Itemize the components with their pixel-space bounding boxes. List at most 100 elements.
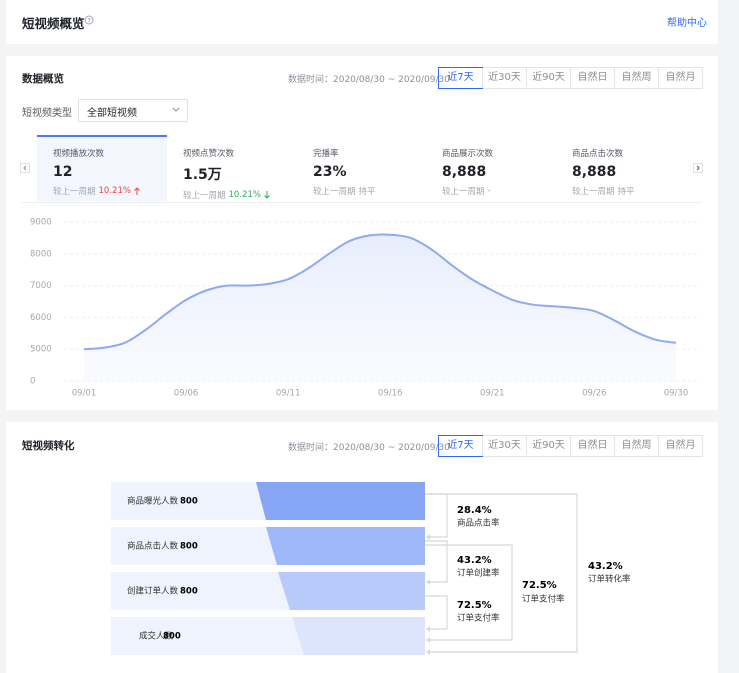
metric-change: -	[487, 186, 491, 196]
range-tab[interactable]: 自然周	[614, 68, 658, 88]
range-tabs: 近7天 近30天 近90天 自然日 自然周 自然月	[438, 435, 703, 457]
x-tick-label: 09/21	[480, 389, 505, 399]
range-tab[interactable]: 自然日	[570, 68, 614, 88]
metric-name: 视频播放次数	[53, 149, 105, 159]
rate-label: 订单支付率	[457, 613, 500, 624]
metric-change: 持平	[617, 187, 635, 197]
page-title: 短视频概览	[22, 16, 85, 31]
rate-value: 72.5%	[522, 580, 557, 591]
range-tab[interactable]: 自然月	[658, 436, 702, 456]
stage-label: 创建订单人数	[127, 586, 179, 597]
metric-change: 持平	[358, 187, 376, 197]
range-tabs: 近7天 近30天 近90天 自然日 自然周 自然月	[438, 67, 703, 89]
metric-value: 23%	[313, 164, 347, 180]
date-range: 数据时间：2020/08/30 ~ 2020/09/30	[288, 443, 451, 453]
x-tick-label: 09/30	[664, 389, 689, 399]
metric[interactable]: 视频点赞次数 1.5万 较上一周期 10.21%	[183, 147, 270, 201]
y-tick-label: 7000	[30, 281, 52, 291]
x-tick-label: 09/06	[174, 389, 199, 399]
y-tick-label: 5000	[30, 345, 52, 355]
stage-label: 商品点击人数	[127, 541, 179, 552]
metric-value: 8,888	[442, 164, 487, 180]
rate-label: 订单创建率	[457, 568, 500, 579]
range-tab[interactable]: 近30天	[482, 68, 526, 88]
metric-name: 商品点击次数	[572, 149, 624, 159]
stage-label: 成交人数	[139, 631, 174, 642]
rate-label: 订单支付率	[522, 594, 565, 605]
line	[83, 233, 677, 351]
metric-name: 商品展示次数	[442, 149, 494, 159]
funnel: 商品曝光人数 800 商品点击人数 800 创建订单人数 800 成交人数 80…	[111, 482, 631, 655]
funnel-step	[292, 617, 425, 655]
stage-value: 800	[180, 542, 198, 552]
up-arrow	[134, 187, 140, 195]
metric-compare: 较上一周期	[572, 187, 615, 197]
range-tab[interactable]: 自然月	[658, 68, 702, 88]
header-card: 短视频概览 帮助中心	[6, 0, 718, 44]
range-tab[interactable]: 自然周	[614, 436, 658, 456]
metric-name: 视频点赞次数	[183, 149, 235, 159]
metric[interactable]: 商品展示次数 8,888 较上一周期 -	[442, 147, 493, 197]
help-link[interactable]: 帮助中心	[667, 18, 707, 29]
stage-label: 商品曝光人数	[127, 496, 179, 507]
metric-change: 10.21%	[228, 190, 261, 200]
metric-selected[interactable]	[37, 135, 167, 201]
stage-value: 800	[163, 632, 181, 642]
down-arrow	[264, 191, 270, 199]
section-title: 短视频转化	[22, 440, 75, 452]
line-chart: 0 5000 6000 7000 8000 9000 09/01 09/06 09/11 09/1…	[30, 218, 700, 399]
range-tab[interactable]: 近7天	[438, 435, 483, 457]
filter-label: 短视频类型	[22, 108, 72, 119]
brackets	[425, 493, 578, 653]
y-tick-label: 0	[30, 377, 35, 387]
date-range: 数据时间：2020/08/30 ~ 2020/09/30	[288, 75, 451, 85]
metric-compare: 较上一周期	[442, 187, 485, 197]
funnel-step	[256, 482, 425, 520]
next-button[interactable]	[693, 163, 703, 173]
metric-change: 10.21%	[98, 186, 131, 196]
funnel-step	[266, 527, 425, 565]
rate-label: 商品点击率	[457, 518, 500, 529]
x-tick-label: 09/01	[72, 389, 97, 399]
x-tick-label: 09/16	[378, 389, 403, 399]
stage-value: 800	[180, 587, 198, 597]
x-tick-label: 09/26	[582, 389, 607, 399]
rate-value: 72.5%	[457, 600, 492, 611]
filter-value: 全部短视频	[87, 108, 137, 119]
rate-value: 43.2%	[588, 561, 623, 572]
divider	[22, 202, 702, 203]
y-tick-label: 8000	[30, 249, 52, 259]
range-tab[interactable]: 近30天	[482, 436, 526, 456]
metric-value: 12	[53, 164, 73, 180]
metric-name: 完播率	[313, 149, 339, 159]
rate-value: 43.2%	[457, 555, 492, 566]
metric[interactable]: 商品点击次数 8,888 较上一周期 持平	[572, 147, 635, 197]
metric-value: 1.5万	[183, 167, 222, 183]
metric-compare: 较上一周期	[53, 187, 96, 197]
overview-card: 数据概览 数据时间：2020/08/30 ~ 2020/09/30 近7天 近3…	[6, 56, 718, 410]
metric[interactable]: 视频播放次数 12 较上一周期 10.21%	[53, 147, 140, 197]
metric[interactable]: 完播率 23% 较上一周期 持平	[313, 147, 376, 197]
y-tick-label: 9000	[30, 218, 52, 228]
stage-value: 800	[180, 497, 198, 507]
y-tick-label: 6000	[30, 313, 52, 323]
conversion-card: 短视频转化 数据时间：2020/08/30 ~ 2020/09/30 近7天 近…	[6, 422, 718, 673]
prev-button[interactable]	[20, 163, 30, 173]
funnel-step	[278, 572, 425, 610]
x-tick-label: 09/11	[276, 389, 301, 399]
range-tab[interactable]: 近90天	[526, 68, 570, 88]
range-tab[interactable]: 自然日	[570, 436, 614, 456]
metric-compare: 较上一周期	[313, 187, 356, 197]
rate-value: 28.4%	[457, 505, 492, 516]
range-tab[interactable]: 近7天	[438, 67, 483, 89]
metric-value: 8,888	[572, 164, 617, 180]
area	[84, 234, 676, 381]
filter-select[interactable]: 全部短视频	[78, 99, 188, 122]
arrow-heads	[426, 534, 430, 655]
range-tab[interactable]: 近90天	[526, 436, 570, 456]
metric-compare: 较上一周期	[183, 191, 226, 201]
section-title: 数据概览	[22, 73, 64, 85]
rate-label: 订单转化率	[588, 574, 631, 585]
info-icon[interactable]	[84, 15, 94, 25]
